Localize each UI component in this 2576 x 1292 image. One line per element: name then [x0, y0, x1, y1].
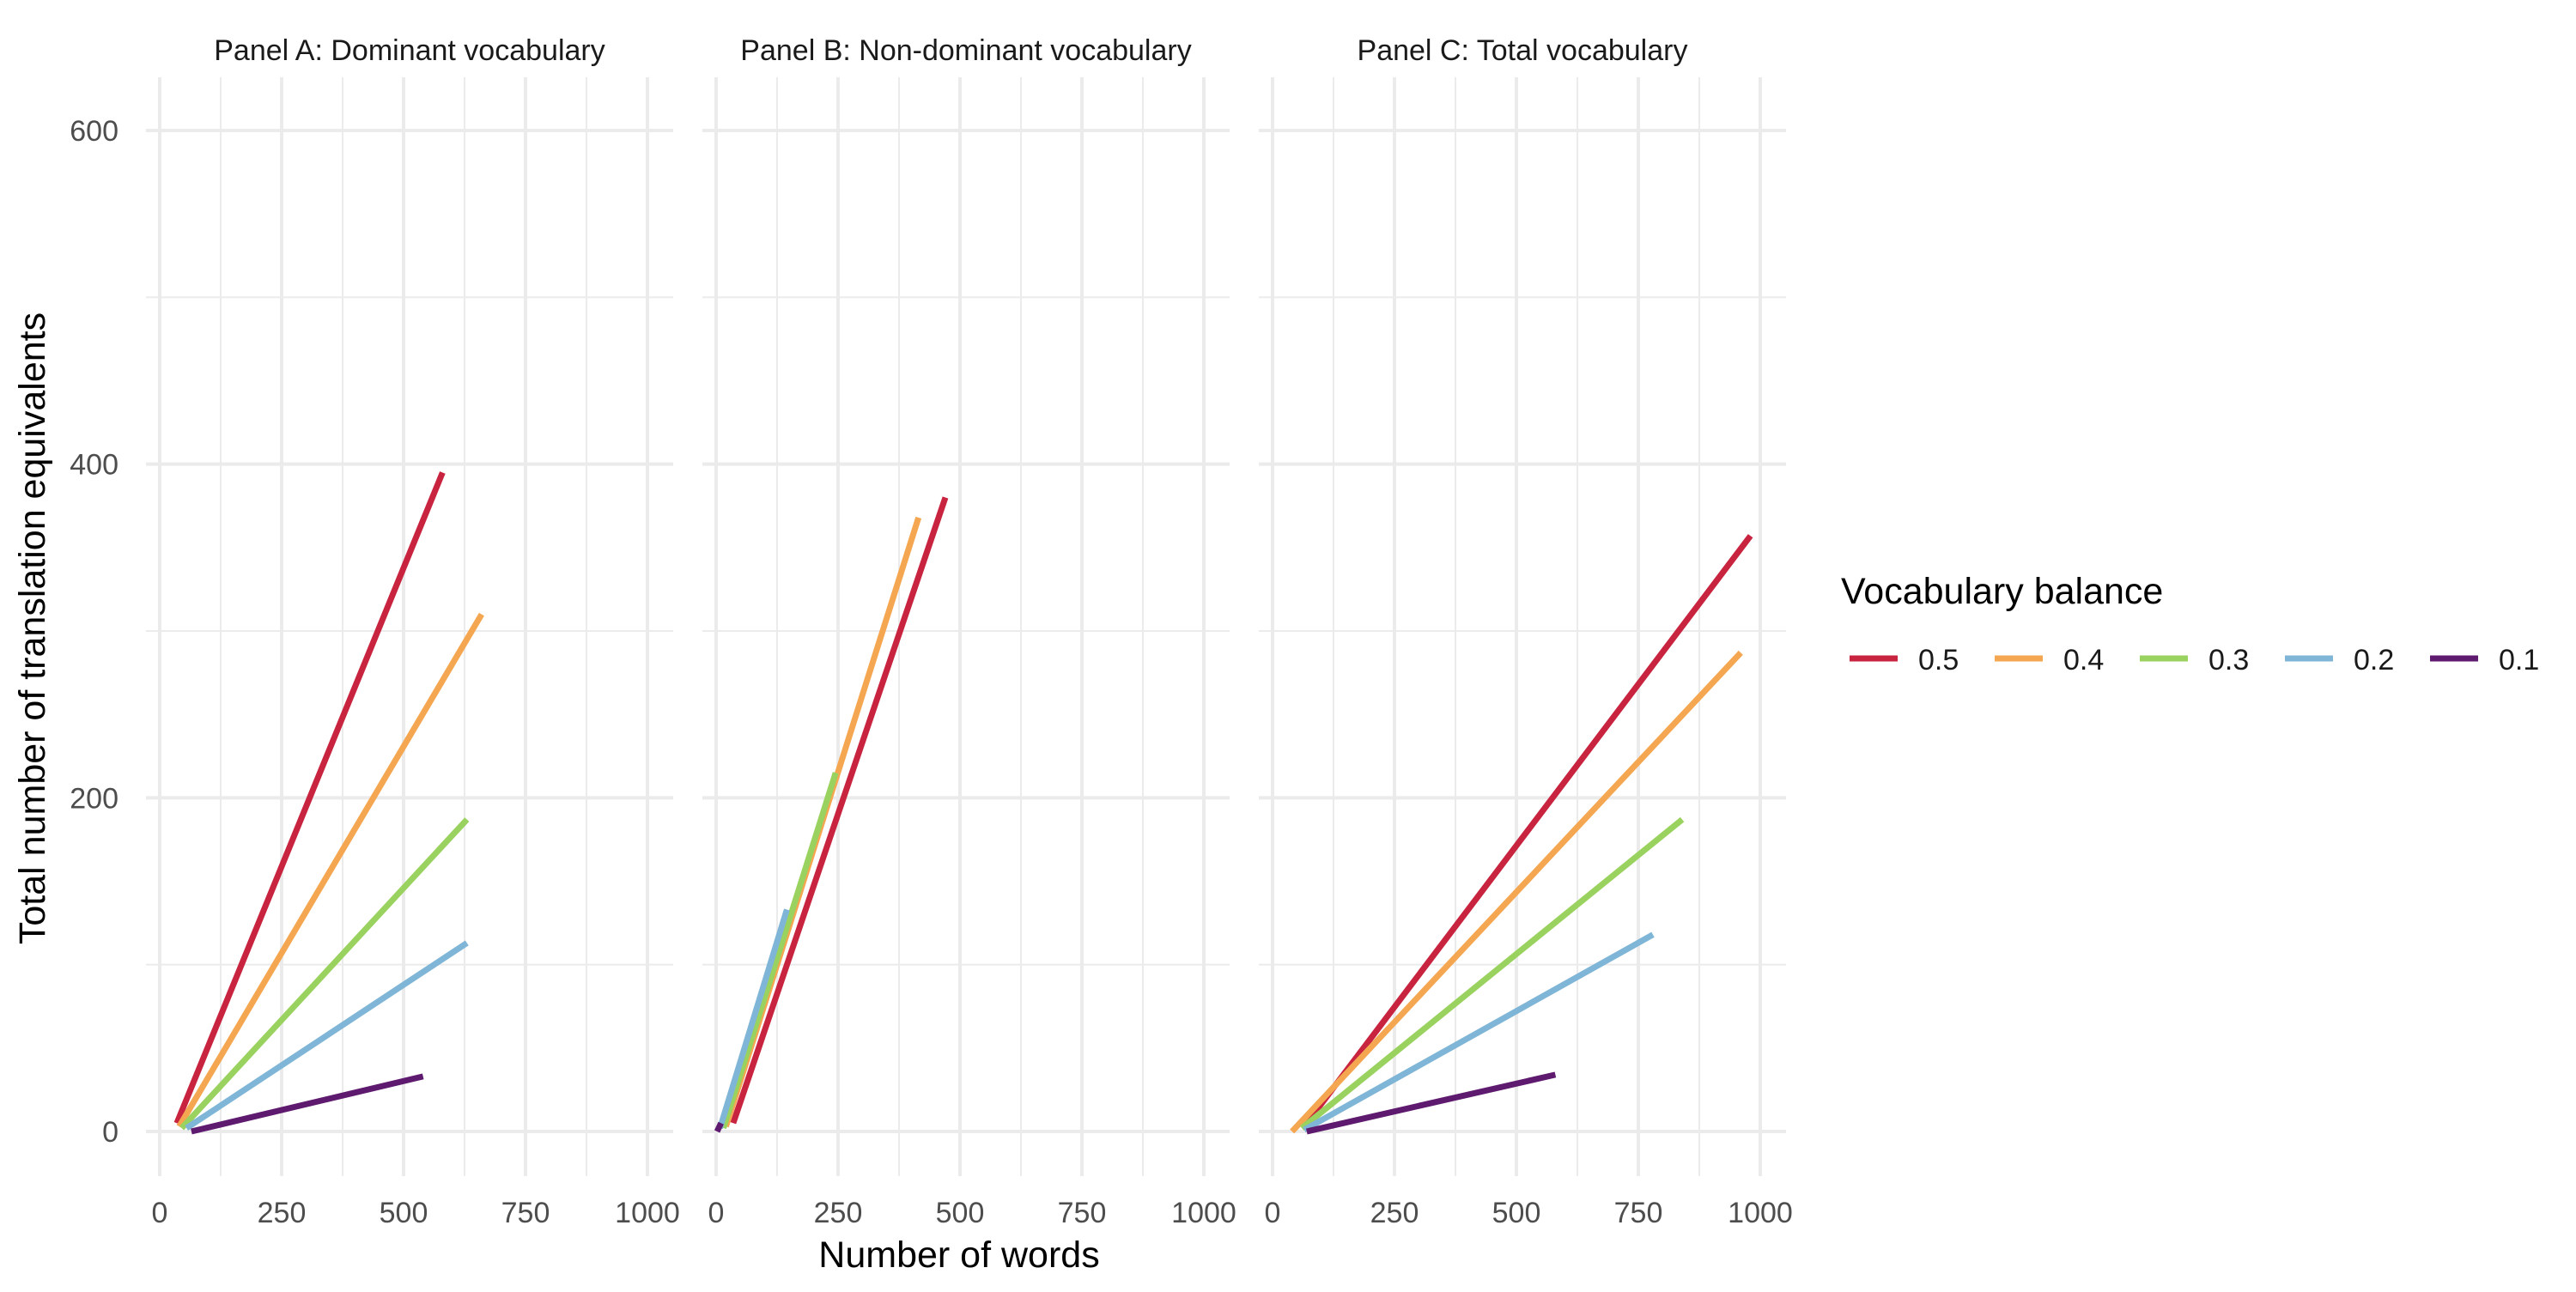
series-line-0_3: [720, 772, 839, 1130]
x-tick-label: 1000: [615, 1197, 680, 1229]
series-line-0_5: [730, 496, 949, 1125]
legend-item-0_1: 0.1: [2430, 644, 2539, 676]
legend-item-0_5: 0.5: [1850, 644, 1959, 676]
x-tick-label: 750: [1614, 1197, 1663, 1229]
y-tick-label: 200: [70, 782, 118, 815]
series-line-0_5: [1302, 534, 1753, 1129]
x-tick-label: 250: [258, 1197, 307, 1229]
x-tick-label: 500: [936, 1197, 985, 1229]
series-line-0_4: [176, 612, 484, 1128]
legend-label: 0.4: [2063, 644, 2104, 676]
legend-title: Vocabulary balance: [1841, 571, 2163, 612]
series-line-0_3: [179, 817, 470, 1131]
y-tick-label: 400: [70, 449, 118, 482]
legend-item-0_4: 0.4: [1995, 644, 2104, 676]
series-line-0_2: [717, 908, 790, 1130]
series-line-0_3: [1299, 816, 1685, 1131]
y-tick-label: 0: [102, 1116, 118, 1149]
x-tick-label: 250: [1370, 1197, 1419, 1229]
x-tick-label: 250: [814, 1197, 863, 1229]
series-line-0_2: [1303, 931, 1655, 1133]
legend-label: 0.1: [2499, 644, 2539, 676]
y-tick-label: 600: [70, 115, 118, 148]
series-line-0_2: [185, 940, 469, 1131]
legend-items: 0.5 0.4 0.3 0.2 0.1: [1850, 644, 2539, 676]
x-tick-label: 1000: [1728, 1197, 1793, 1229]
x-axis-label: Number of words: [818, 1234, 1099, 1276]
series-line-0_4: [1290, 650, 1743, 1134]
panel-title: Panel C: Total vocabulary: [1358, 34, 1688, 67]
x-tick-label: 500: [380, 1197, 428, 1229]
series-line-0_1: [1306, 1071, 1557, 1135]
panel-title: Panel B: Non-dominant vocabulary: [740, 34, 1191, 67]
y-axis-label: Total number of translation equivalents: [12, 312, 53, 944]
legend-label: 0.3: [2208, 644, 2249, 676]
x-tick-label: 0: [708, 1197, 725, 1229]
series-line-0_5: [173, 471, 446, 1125]
legend: Vocabulary balance 0.5 0.4 0.3 0.2 0.1: [1841, 571, 2539, 676]
panel-1: Panel A: Dominant vocabulary 0 250 500 750 10…: [146, 34, 680, 1229]
series-line-0_1: [191, 1073, 424, 1135]
legend-label: 0.2: [2354, 644, 2394, 676]
x-tick-label: 0: [1265, 1197, 1281, 1229]
x-tick-label: 750: [1058, 1197, 1107, 1229]
x-tick-label: 500: [1492, 1197, 1541, 1229]
panel-title: Panel A: Dominant vocabulary: [214, 34, 605, 67]
panels-layer: Panel A: Dominant vocabulary 0 250 500 750 10…: [70, 34, 1793, 1229]
legend-item-0_3: 0.3: [2140, 644, 2249, 676]
x-tick-label: 1000: [1171, 1197, 1236, 1229]
panel-3: Panel C: Total vocabulary 0 250 500 750 1000: [1259, 34, 1793, 1229]
x-tick-label: 750: [501, 1197, 550, 1229]
series-line-0_1: [714, 1121, 724, 1133]
legend-item-0_2: 0.2: [2285, 644, 2394, 676]
panel-2: Panel B: Non-dominant vocabulary 0 250 500 7…: [702, 34, 1236, 1229]
x-tick-label: 0: [152, 1197, 168, 1229]
legend-label: 0.5: [1918, 644, 1959, 676]
